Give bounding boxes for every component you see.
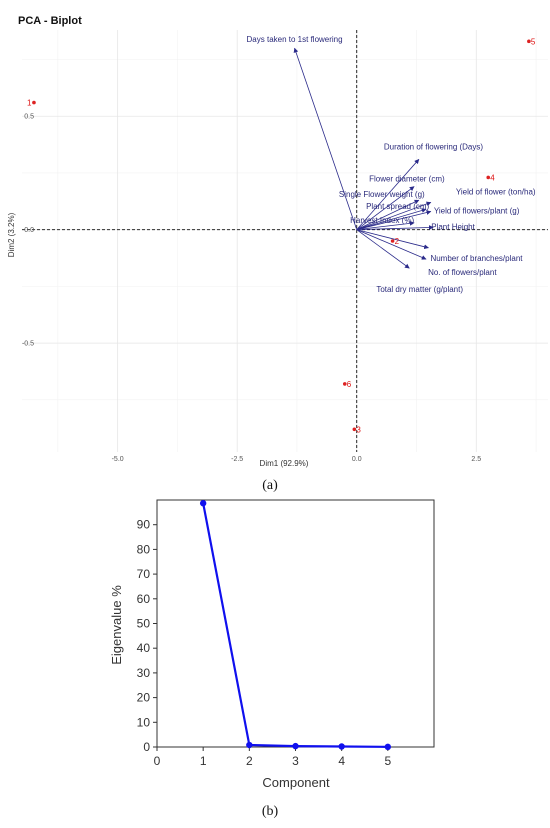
panel-label-a: (a)	[262, 478, 278, 493]
variable-label: No. of flowers/plant	[428, 268, 497, 277]
eigenvalue-point	[384, 743, 392, 751]
variable-arrow	[356, 201, 432, 231]
reference-lines	[22, 30, 548, 452]
variable-label: Plant Height	[431, 222, 475, 231]
observation-point	[527, 39, 531, 44]
y-tick-label: 0.0	[24, 227, 34, 234]
y-tick-label: 30	[137, 666, 151, 680]
observation-point	[486, 175, 491, 180]
variable-label: Total dry matter (g/plant)	[376, 285, 463, 294]
observation-label: 3	[356, 425, 361, 434]
variable-label: Days taken to 1st flowering	[247, 35, 343, 44]
eigenvalue-point	[338, 743, 345, 750]
y-tick-label: 80	[137, 542, 151, 556]
y-tick-label: 70	[137, 567, 151, 581]
x-tick-label: -2.5	[231, 456, 243, 463]
variable-label: Yield of flower (ton/ha)	[456, 187, 536, 196]
variable-arrow	[356, 186, 415, 230]
y-axis-title: Dim2 (3.2%)	[7, 212, 16, 257]
variable-arrow	[356, 208, 427, 231]
observation-point	[352, 427, 357, 432]
eigenvalue-point	[199, 500, 207, 507]
observation-point	[390, 239, 395, 243]
y-tick-label: 40	[137, 641, 151, 655]
observation-label: 6	[347, 380, 352, 389]
plot-frame	[156, 499, 435, 748]
variable-arrow	[356, 220, 415, 231]
grid-lines	[22, 30, 548, 452]
variable-arrow	[356, 225, 434, 231]
x-tick-label: 2.5	[471, 456, 481, 463]
observation-label: 1	[27, 99, 32, 108]
y-tick-label: 90	[137, 518, 151, 532]
y-tick-label: -0.5	[22, 341, 34, 348]
variable-arrow	[356, 229, 410, 269]
y-tick-label: 50	[137, 617, 151, 631]
chart-title: PCA - Biplot	[18, 15, 82, 27]
pca-biplot-chart: PCA - Biplot Days taken to 1st flowering…	[7, 15, 548, 493]
variable-arrow	[293, 47, 358, 230]
observation-point	[32, 100, 36, 105]
x-axis-title: Component	[262, 775, 330, 790]
variable-label: Harvest Index (%)	[350, 216, 414, 225]
x-tick-label: 0	[154, 754, 161, 768]
observation-label: 4	[490, 173, 495, 182]
eigenvalue-point	[292, 742, 299, 750]
panel-label-b: (b)	[262, 804, 279, 819]
variable-label: Single Flower weight (g)	[339, 190, 425, 199]
x-tick-label: 1	[200, 754, 207, 768]
variable-arrow	[356, 229, 427, 260]
x-tick-label: 4	[338, 754, 345, 768]
observation-label: 2	[395, 237, 400, 246]
axis-ticks: -5.0 -2.5 0.0 2.5 -0.5 0.0 0.5	[22, 114, 481, 463]
y-tick-label: 10	[137, 715, 151, 729]
x-tick-label: -5.0	[112, 456, 124, 463]
variable-label: Duration of flowering (Days)	[384, 142, 483, 151]
y-tick-label: 20	[137, 691, 151, 705]
x-tick-label: 3	[292, 754, 299, 768]
variable-arrow	[356, 158, 420, 230]
variable-arrows: Days taken to 1st flowering Duration of f…	[247, 35, 536, 294]
observation-point	[342, 382, 347, 386]
variable-arrow	[356, 210, 432, 231]
observation-label: 5	[531, 37, 536, 46]
x-tick-label: 2	[246, 754, 253, 768]
observation-points: 1 2 3 4 5 6	[27, 37, 536, 434]
x-axis-title: Dim1 (92.9%)	[260, 459, 309, 468]
eigenvalue-series	[199, 500, 392, 751]
variable-label: Yield of flowers/plant (g)	[434, 207, 520, 216]
x-tick-label: 5	[384, 754, 391, 768]
eigenvalue-point	[246, 741, 253, 749]
variable-label: Number of branches/plant	[430, 254, 523, 263]
x-tick-label: 0.0	[352, 456, 362, 463]
variable-label: Flower diameter (cm)	[369, 175, 445, 184]
y-tick-label: 0	[143, 740, 150, 754]
y-tick-label: 0.5	[24, 114, 34, 121]
y-tick-label: 60	[137, 592, 151, 606]
variable-arrow	[356, 199, 420, 231]
variable-label: Plant spread (cm)	[366, 202, 429, 211]
y-axis-title: Eigenvalue %	[109, 585, 124, 665]
variable-arrow	[356, 229, 429, 250]
